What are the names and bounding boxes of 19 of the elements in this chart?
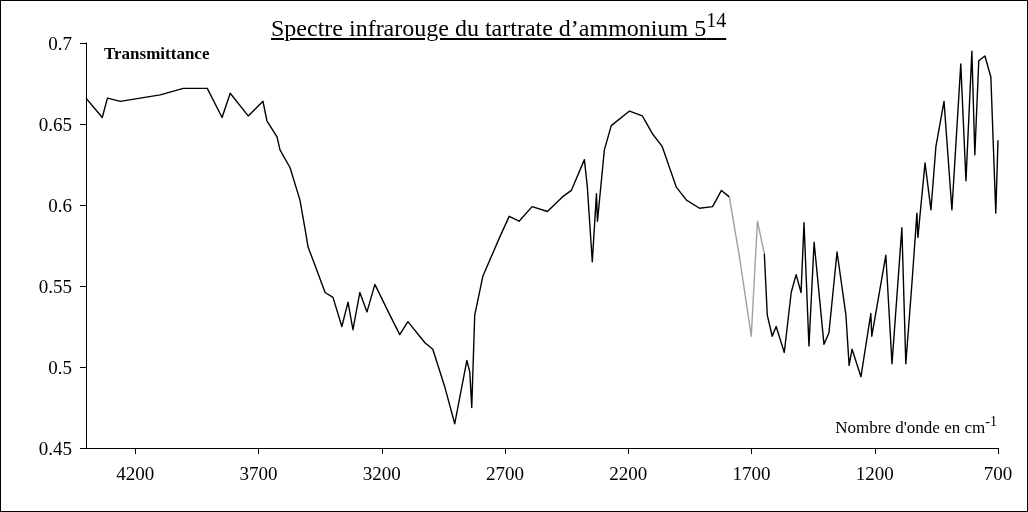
chart-title: Spectre infrarouge du tartrate d’ammonium 5$^{14}$ bbox=[271, 9, 727, 42]
y-tick-label: 0.7 bbox=[48, 32, 72, 54]
y-tick-label: 0.6 bbox=[48, 194, 72, 216]
y-tick-label: 0.65 bbox=[38, 113, 72, 135]
x-tick-label: 3200 bbox=[362, 463, 401, 484]
x-tick-label: 2200 bbox=[609, 463, 648, 484]
y-tick-label: 0.45 bbox=[38, 437, 72, 459]
x-tick-label: 2700 bbox=[486, 463, 525, 484]
y-axis-title: Transmittance bbox=[104, 43, 210, 63]
x-tick-label: 1700 bbox=[732, 463, 771, 484]
line-series bbox=[763, 50, 999, 378]
x-tick-label: 1200 bbox=[855, 463, 894, 484]
line-series bbox=[728, 196, 766, 337]
y-tick-label: 0.55 bbox=[38, 275, 72, 297]
x-axis-title: Nombre d'onde en cm$^{-1}$ bbox=[835, 413, 997, 438]
y-tick-label: 0.5 bbox=[48, 356, 72, 378]
x-tick-label: 3700 bbox=[239, 463, 278, 484]
x-tick-label: 700 bbox=[983, 463, 1013, 484]
x-tick-label: 4200 bbox=[116, 463, 155, 484]
